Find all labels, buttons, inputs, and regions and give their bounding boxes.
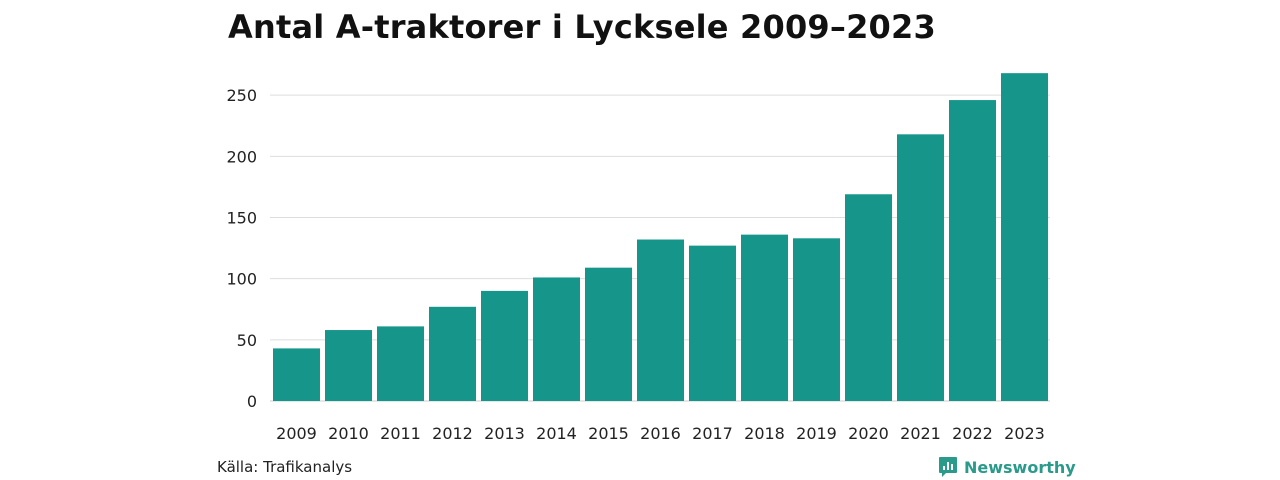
y-tick-label: 100 — [226, 270, 257, 289]
x-tick-label: 2022 — [952, 424, 993, 443]
bar-2010 — [325, 330, 372, 401]
x-tick-label: 2014 — [536, 424, 577, 443]
bar-2017 — [689, 245, 736, 401]
bar-2018 — [741, 234, 788, 401]
x-tick-label: 2013 — [484, 424, 525, 443]
x-tick-label: 2023 — [1004, 424, 1045, 443]
chart-title: Antal A-traktorer i Lycksele 2009–2023 — [228, 8, 936, 46]
bar-2016 — [637, 239, 684, 401]
bars — [273, 73, 1048, 401]
source-note: Källa: Trafikanalys — [217, 458, 353, 476]
bar-2019 — [793, 238, 840, 401]
newsworthy-logo-icon — [939, 457, 957, 477]
bar-2009 — [273, 348, 320, 401]
y-axis-tick-labels: 0 50 100 150 200 250 — [226, 86, 257, 411]
bar-2014 — [533, 277, 580, 401]
y-tick-label: 0 — [247, 392, 257, 411]
x-tick-label: 2011 — [380, 424, 421, 443]
x-tick-label: 2016 — [640, 424, 681, 443]
x-tick-label: 2021 — [900, 424, 941, 443]
bar-2023 — [1001, 73, 1048, 401]
y-tick-label: 200 — [226, 147, 257, 166]
bar-2011 — [377, 326, 424, 401]
brand-name: Newsworthy — [964, 457, 1076, 477]
x-tick-label: 2020 — [848, 424, 889, 443]
x-tick-label: 2017 — [692, 424, 733, 443]
y-tick-label: 150 — [226, 209, 257, 228]
y-tick-label: 50 — [237, 331, 257, 350]
brand-logo: Newsworthy — [938, 456, 1076, 478]
x-tick-label: 2010 — [328, 424, 369, 443]
bar-2015 — [585, 267, 632, 401]
bar-2021 — [897, 134, 944, 401]
bar-2022 — [949, 100, 996, 401]
x-axis-tick-labels: 2009 2010 2011 2012 2013 2014 2015 2016 2017 2018… — [276, 424, 1045, 443]
bar-2013 — [481, 290, 528, 401]
bar-2012 — [429, 306, 476, 401]
x-tick-label: 2018 — [744, 424, 785, 443]
x-tick-label: 2009 — [276, 424, 317, 443]
x-tick-label: 2019 — [796, 424, 837, 443]
x-tick-label: 2012 — [432, 424, 473, 443]
bar-2020 — [845, 194, 892, 401]
y-tick-label: 250 — [226, 86, 257, 105]
x-tick-label: 2015 — [588, 424, 629, 443]
